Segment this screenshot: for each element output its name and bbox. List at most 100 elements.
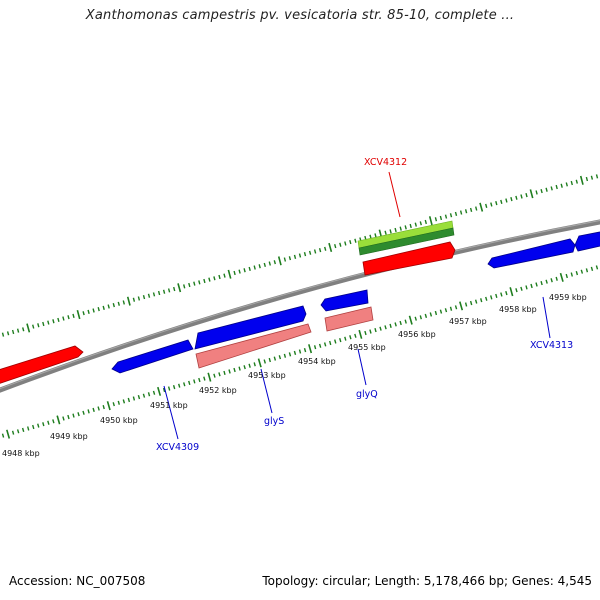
inner-minor-tick <box>243 365 246 370</box>
inner-minor-tick <box>67 414 70 420</box>
tick-label-4953: 4953 kbp <box>248 371 286 380</box>
gene-label-XCV4313[interactable]: XCV4313 <box>530 340 573 351</box>
inner-minor-tick <box>16 429 20 434</box>
outer-minor-tick <box>354 238 357 243</box>
inner-minor-tick <box>82 410 85 415</box>
inner-minor-tick <box>263 359 266 364</box>
outer-minor-tick <box>62 316 65 321</box>
inner-minor-tick <box>162 387 166 393</box>
outer-minor-tick <box>42 321 45 327</box>
outer-minor-tick <box>313 249 317 254</box>
outer-minor-tick <box>535 190 538 195</box>
gene-arrow-XCV4309[interactable] <box>111 339 194 374</box>
inner-minor-tick <box>469 300 473 306</box>
outer-minor-tick <box>132 297 136 302</box>
inner-minor-tick <box>142 393 146 398</box>
inner-minor-tick <box>394 322 397 327</box>
gene-label-glyQ[interactable]: glyQ <box>356 389 378 400</box>
outer-minor-tick <box>520 194 523 199</box>
genome-backbone <box>0 219 600 393</box>
outer-minor-tick <box>565 182 568 187</box>
inner-minor-tick <box>92 407 95 412</box>
outer-minor-tick <box>288 256 292 261</box>
outer-minor-tick <box>339 242 342 247</box>
inner-minor-tick <box>323 342 327 347</box>
outer-minor-tick <box>434 217 438 222</box>
inner-minor-tick <box>167 386 171 391</box>
outer-minor-tick <box>555 184 558 190</box>
outer-minor-tick <box>303 252 307 257</box>
gc-bar-dark <box>358 227 455 256</box>
inner-minor-tick <box>233 367 236 373</box>
inner-major-tick <box>56 415 61 425</box>
inner-minor-tick <box>535 282 538 287</box>
inner-minor-tick <box>429 312 433 317</box>
gene-label-XCV4309[interactable]: XCV4309 <box>156 442 199 453</box>
inner-minor-tick <box>485 296 488 301</box>
outer-minor-tick <box>198 280 201 285</box>
inner-minor-tick <box>127 397 131 403</box>
inner-minor-tick <box>178 383 181 388</box>
inner-minor-tick <box>530 283 533 289</box>
inner-minor-tick <box>595 265 599 270</box>
gene-label-glyS[interactable]: glyS <box>264 416 284 427</box>
gene-arrow-left-red[interactable] <box>0 345 84 385</box>
inner-minor-tick <box>268 357 271 363</box>
inner-minor-tick <box>193 379 196 384</box>
outer-minor-tick <box>419 221 422 226</box>
gene-arrow-glyQ[interactable] <box>320 289 369 312</box>
gene-arrow-right-blue[interactable] <box>574 231 600 252</box>
inner-minor-tick <box>293 350 297 355</box>
inner-minor-tick <box>47 420 50 425</box>
outer-major-tick <box>328 242 333 253</box>
inner-minor-tick <box>474 299 478 304</box>
outer-minor-tick <box>374 233 377 238</box>
gene-arrow-glyS[interactable] <box>194 305 307 350</box>
outer-minor-tick <box>495 201 498 206</box>
tick-label-4954: 4954 kbp <box>298 357 336 366</box>
rna-arrow-glyQ[interactable] <box>324 306 374 332</box>
outer-minor-tick <box>248 266 251 271</box>
inner-minor-tick <box>172 385 176 390</box>
inner-minor-tick <box>464 302 468 307</box>
outer-minor-tick <box>505 198 508 203</box>
inner-major-tick <box>6 429 11 439</box>
gene-arrow-XCV4312[interactable] <box>362 241 456 276</box>
inner-major-tick <box>257 358 262 368</box>
inner-minor-tick <box>283 353 287 358</box>
inner-minor-tick <box>288 352 292 357</box>
inner-minor-tick <box>424 313 428 318</box>
outer-minor-tick <box>344 241 347 246</box>
gene-labels[interactable]: XCV4312 XCV4309 glyS glyQ XCV4313 <box>156 157 573 453</box>
outer-minor-tick <box>203 278 206 284</box>
tick-label-4956: 4956 kbp <box>398 330 436 339</box>
outer-minor-tick <box>218 274 221 280</box>
inner-minor-tick <box>520 286 523 291</box>
outer-minor-tick <box>263 262 266 267</box>
page-title: Xanthomonas campestris pv. vesicatoria s… <box>85 8 515 23</box>
gene-label-XCV4312[interactable]: XCV4312 <box>364 157 407 168</box>
outer-minor-tick <box>67 315 70 320</box>
outer-minor-tick <box>233 270 236 276</box>
outer-minor-tick <box>515 195 518 200</box>
inner-minor-tick <box>188 380 191 385</box>
inner-minor-tick <box>585 268 589 273</box>
rna-arrow-glyS[interactable] <box>195 323 312 369</box>
outer-minor-tick <box>213 276 216 281</box>
gene-arrow-XCV4313[interactable] <box>487 238 576 269</box>
outer-minor-tick <box>37 323 40 328</box>
outer-minor-tick <box>545 187 548 192</box>
inner-minor-tick <box>384 325 387 330</box>
inner-minor-tick <box>223 370 226 375</box>
tick-labels: 4948 kbp 4949 kbp 4950 kbp 4951 kbp 4952… <box>2 293 587 458</box>
inner-minor-tick <box>318 343 322 348</box>
outer-minor-tick <box>525 193 528 198</box>
inner-minor-tick <box>565 273 568 279</box>
leader-glyQ <box>357 348 367 386</box>
gene-features[interactable] <box>0 231 600 385</box>
tick-label-4958: 4958 kbp <box>499 305 537 314</box>
outer-minor-tick <box>469 207 473 212</box>
inner-minor-tick <box>550 278 553 283</box>
inner-minor-tick <box>379 326 382 331</box>
